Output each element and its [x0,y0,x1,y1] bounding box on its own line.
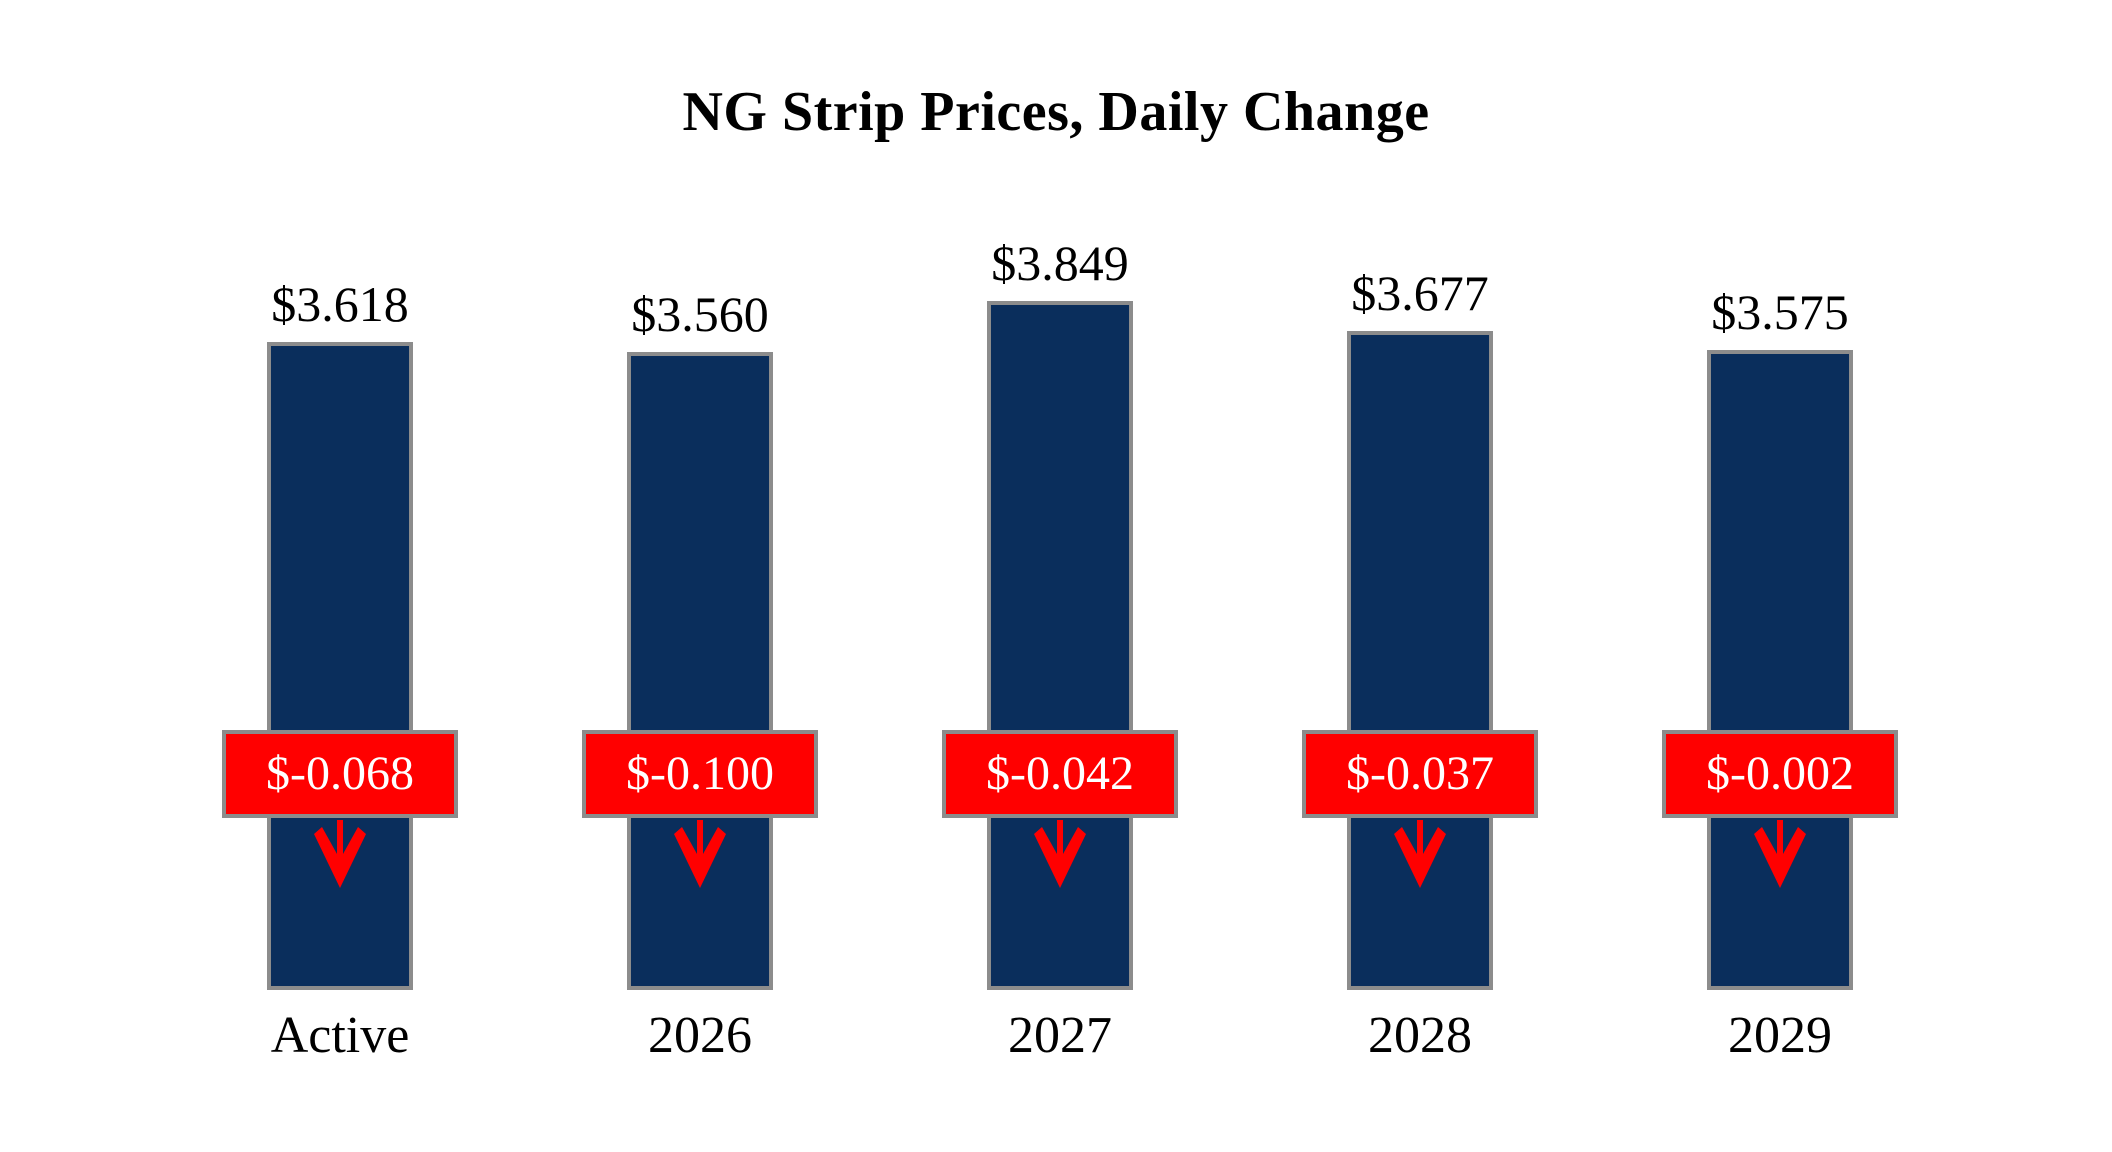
category-label: Active [270,1007,410,1064]
bar-value-label: $3.849 [991,235,1129,291]
bar-group-2026: $3.560 $-0.100 2026 [520,0,880,1152]
category-label: 2028 [1368,1007,1472,1064]
change-badge: $-0.100 [582,730,818,818]
bar-value-label: $3.575 [1711,284,1849,340]
change-badge: $-0.042 [942,730,1178,818]
bar [1707,350,1853,990]
down-arrow-icon [1394,820,1446,888]
down-arrow-icon [1754,820,1806,888]
bar-group-2027: $3.849 $-0.042 2027 [880,0,1240,1152]
bar [627,352,773,990]
category-label: 2027 [1008,1007,1112,1064]
bar [1347,331,1493,990]
bar [267,342,413,990]
category-label: 2026 [648,1007,752,1064]
bar-group-2029: $3.575 $-0.002 2029 [1600,0,1960,1152]
change-badge: $-0.068 [222,730,458,818]
down-arrow-icon [674,820,726,888]
bar-group-active: $3.618 $-0.068 Active [160,0,520,1152]
bar-value-label: $3.677 [1351,265,1489,321]
bar-value-label: $3.618 [271,276,409,332]
bar-value-label: $3.560 [631,286,769,342]
category-label: 2029 [1728,1007,1832,1064]
change-badge: $-0.002 [1662,730,1898,818]
bar-group-2028: $3.677 $-0.037 2028 [1240,0,1600,1152]
down-arrow-icon [314,820,366,888]
change-badge: $-0.037 [1302,730,1538,818]
down-arrow-icon [1034,820,1086,888]
chart-title: NG Strip Prices, Daily Change [682,81,1430,143]
